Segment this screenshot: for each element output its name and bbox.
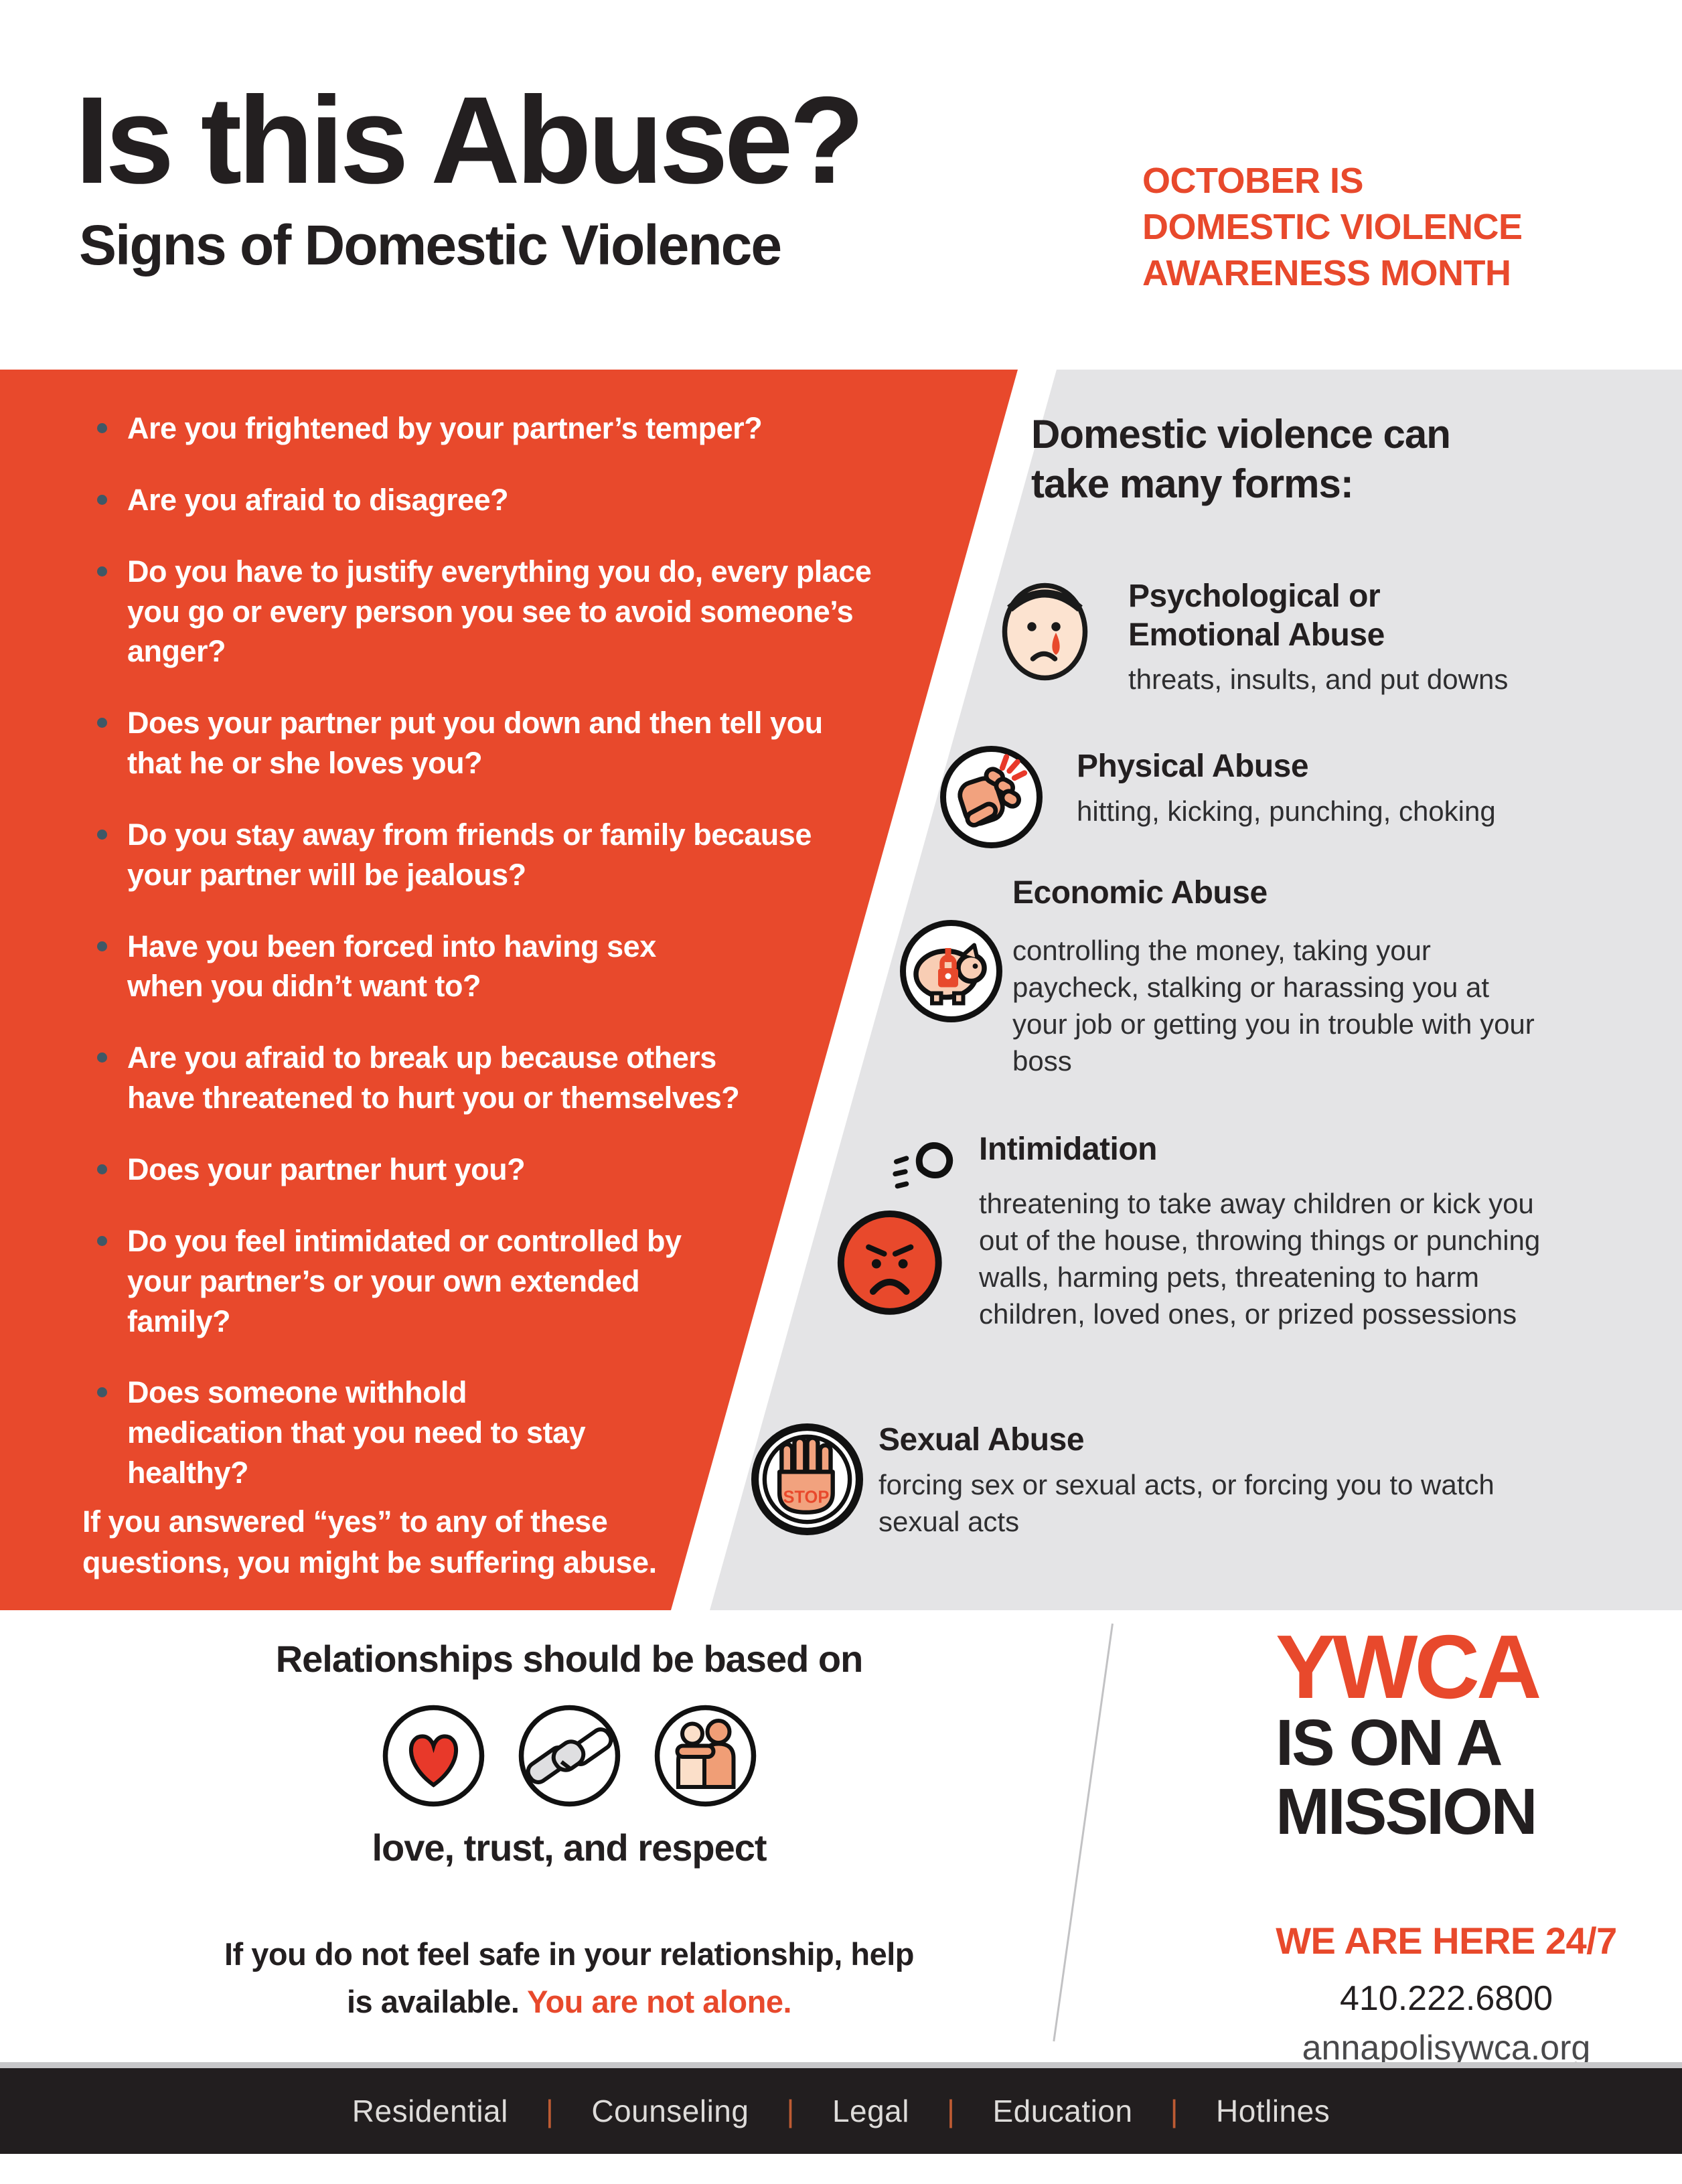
question-item: Does your partner hurt you? xyxy=(96,1150,797,1190)
stop-hand-icon: STOP xyxy=(749,1421,866,1538)
relationships-caption: love, trust, and respect xyxy=(372,1826,767,1869)
ywca-website: annapolisywca.org xyxy=(1302,2028,1591,2068)
form-item-title: Psychological or Emotional Abuse xyxy=(1128,578,1385,653)
safety-message-highlight: You are not alone. xyxy=(527,1983,792,2019)
question-item: Do you stay away from friends or family … xyxy=(96,815,824,895)
footer-item-residential: Residential xyxy=(352,2094,508,2128)
relationships-heading: Relationships should be based on xyxy=(275,1638,864,1680)
form-item-title: Intimidation xyxy=(979,1132,1157,1167)
footer-item-legal: Legal xyxy=(832,2094,909,2128)
heart-icon xyxy=(378,1701,489,1811)
form-item-description: threats, insults, and put downs xyxy=(1128,664,1509,696)
question-item: Have you been forced into having sex whe… xyxy=(96,927,730,1007)
form-item-sexual: Sexual Abuse forcing sex or sexual acts,… xyxy=(878,1421,1555,1540)
ribbon-line: DOMESTIC VIOLENCE xyxy=(1142,207,1523,248)
footer-separator: | xyxy=(1170,2094,1179,2128)
people-icon xyxy=(650,1701,761,1811)
footer-separator: | xyxy=(947,2094,955,2128)
divider-line xyxy=(1053,1623,1114,2042)
question-item: Do you have to justify everything you do… xyxy=(96,552,897,672)
relationships-icons xyxy=(161,1701,978,1811)
safety-message: If you do not feel safe in your relation… xyxy=(218,1931,921,2025)
question-item: Does your partner put you down and then … xyxy=(96,703,837,783)
questions-conclusion: If you answered “yes” to any of these qu… xyxy=(82,1504,657,1579)
ribbon-line: AWARENESS MONTH xyxy=(1142,253,1511,294)
footer-item-education: Education xyxy=(992,2094,1133,2128)
handshake-icon xyxy=(514,1701,625,1811)
relationships-section: Relationships should be based on xyxy=(161,1637,978,2025)
form-item-psychological: Psychological or Emotional Abuse threats… xyxy=(1128,577,1543,698)
piggy-bank-icon xyxy=(896,916,1006,1026)
fist-icon xyxy=(936,742,1047,852)
footer-separator: | xyxy=(786,2094,795,2128)
form-item-title: Sexual Abuse xyxy=(878,1422,1085,1458)
form-item-description: threatening to take away children or kic… xyxy=(979,1188,1541,1330)
questions-list: Are you frightened by your partner’s tem… xyxy=(96,408,897,1525)
form-item-description: hitting, kicking, punching, choking xyxy=(1077,795,1496,827)
form-item-physical: Physical Abuse hitting, kicking, punchin… xyxy=(1077,747,1682,830)
ywca-mission-line: IS ON A xyxy=(1276,1706,1503,1780)
question-item: Are you afraid to break up because other… xyxy=(96,1038,743,1118)
footer-separator: | xyxy=(545,2094,554,2128)
question-item: Do you feel intimidated or controlled by… xyxy=(96,1221,710,1342)
ywca-block: YWCA IS ON A MISSION WE ARE HERE 24/7 41… xyxy=(1259,1616,1634,2068)
question-item: Are you frightened by your partner’s tem… xyxy=(96,408,897,449)
ywca-contact: WE ARE HERE 24/7 410.222.6800 annapolisy… xyxy=(1259,1919,1634,2068)
page-subtitle: Signs of Domestic Violence xyxy=(79,214,782,277)
stop-text: STOP xyxy=(783,1488,830,1507)
ywca-brand: YWCA xyxy=(1276,1616,1541,1717)
forms-heading: Domestic violence can take many forms: xyxy=(1031,412,1451,506)
form-item-title: Physical Abuse xyxy=(1077,749,1309,784)
form-item-description: forcing sex or sexual acts, or forcing y… xyxy=(878,1468,1495,1537)
diagonal-band xyxy=(0,370,1682,1610)
ywca-mission-line: MISSION xyxy=(1276,1775,1538,1848)
angry-face-icon xyxy=(832,1133,966,1327)
footer-item-hotlines: Hotlines xyxy=(1216,2094,1330,2128)
crying-face-icon xyxy=(990,574,1100,685)
form-item-title: Economic Abuse xyxy=(1012,875,1268,911)
awareness-ribbon: OCTOBER IS DOMESTIC VIOLENCE AWARENESS M… xyxy=(1142,158,1523,297)
ywca-phone: 410.222.6800 xyxy=(1339,1978,1553,2018)
question-item: Are you afraid to disagree? xyxy=(96,480,897,520)
page-title: Is this Abuse? xyxy=(75,72,865,210)
question-item: Does someone withhold medication that yo… xyxy=(96,1373,596,1493)
ywca-tagline: WE ARE HERE 24/7 xyxy=(1276,1919,1617,1962)
ribbon-line: OCTOBER IS xyxy=(1142,161,1364,201)
footer-bar: Residential | Counseling | Legal | Educa… xyxy=(0,2062,1682,2154)
footer-item-counseling: Counseling xyxy=(591,2094,749,2128)
form-item-description: controlling the money, taking your paych… xyxy=(1012,935,1535,1077)
safety-message-text: If you do not feel safe in your relation… xyxy=(224,1936,915,2019)
